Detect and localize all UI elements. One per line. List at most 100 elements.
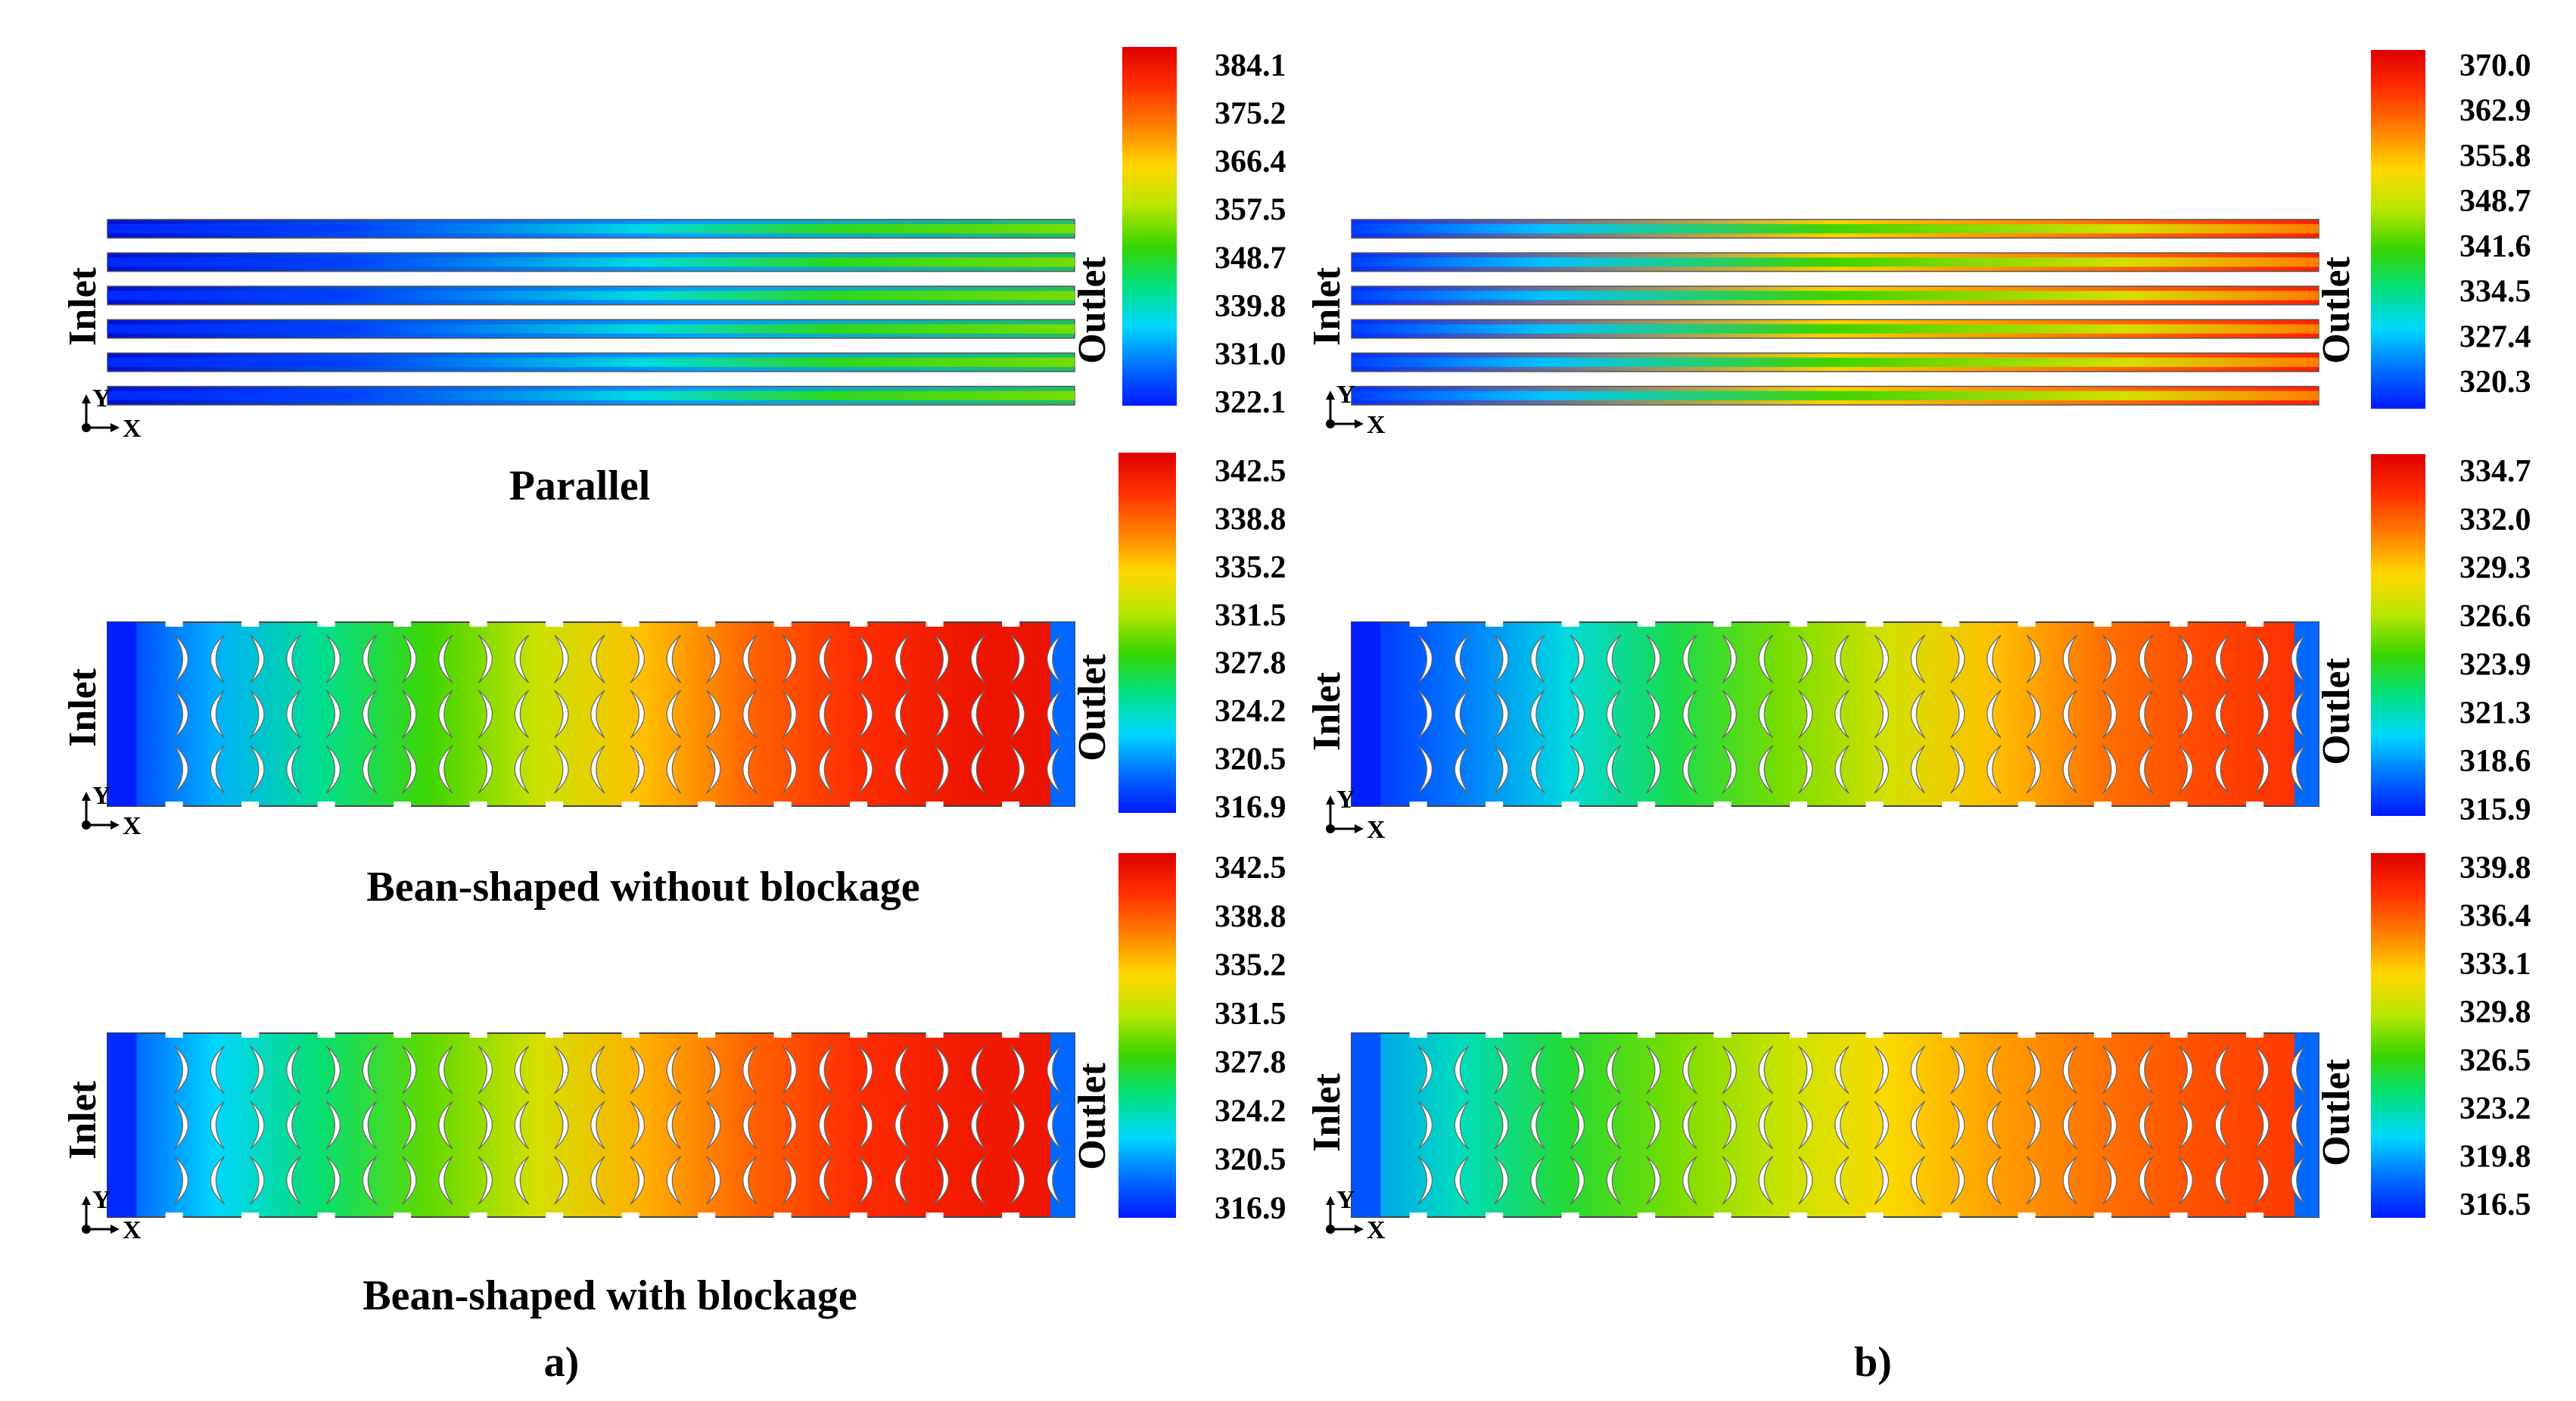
bean-pin: [666, 690, 682, 739]
wall-notch: [1002, 802, 1020, 808]
bean-pin: [1758, 745, 1774, 794]
colorbar-tick-label: 327.4: [2459, 319, 2531, 354]
bean-pin: [2062, 1101, 2078, 1150]
bean-pin: [173, 690, 189, 739]
bean-pin: [362, 1045, 378, 1094]
colorbar-ticks-a-no-blockage: 342.5 338.8 335.2 331.5 327.8 324.2 320.5 316.9: [1215, 454, 1286, 825]
wall-notch: [926, 802, 944, 808]
bean-pin: [818, 634, 834, 683]
wall-notch: [698, 1032, 716, 1038]
bean-pin: [630, 634, 646, 683]
bean-pin: [2026, 1045, 2041, 1094]
bean-pin: [1682, 1156, 1697, 1205]
bean-pin: [1910, 690, 1926, 739]
bean-pin: [514, 690, 530, 739]
bean-pin: [630, 690, 646, 739]
bean-pin: [1570, 634, 1585, 683]
bean-pin: [478, 745, 493, 794]
bean-pin: [1722, 745, 1738, 794]
bean-pin: [1494, 690, 1509, 739]
bean-pin: [1454, 1045, 1470, 1094]
bean-pin: [1010, 690, 1025, 739]
bean-pin: [2178, 690, 2193, 739]
bean-pin: [2026, 745, 2041, 794]
colorbar-tick-label: 332.0: [2459, 503, 2531, 537]
bean-pin: [1494, 745, 1509, 794]
bean-pin: [782, 745, 797, 794]
bean-pin: [250, 690, 265, 739]
wall-notch: [2018, 1213, 2036, 1219]
bean-pin: [514, 1156, 530, 1205]
axis-label-y: Y: [92, 782, 111, 810]
wall-notch: [926, 621, 944, 627]
axis-label-x: X: [1367, 816, 1386, 844]
bean-pin: [554, 745, 569, 794]
bean-pin: [970, 690, 986, 739]
wall-notch: [1865, 802, 1884, 808]
bean-pin: [173, 1156, 189, 1205]
bean-pin: [1682, 1045, 1697, 1094]
bean-pin: [402, 1101, 417, 1150]
colorbar-tick-label: 334.7: [2459, 454, 2531, 489]
wall-notch: [1486, 1213, 1504, 1219]
colorbar-tick-label: 323.9: [2459, 647, 2531, 682]
bean-pin: [1606, 1156, 1622, 1205]
colorbar-ticks-b-parallel: 370.0 362.9 355.8 348.7 341.6 334.5 327.4 320.3: [2459, 48, 2531, 400]
outlet-label: Outlet: [2315, 658, 2358, 765]
bean-pin: [2254, 690, 2270, 739]
bean-pin: [590, 1156, 605, 1205]
wall-notch: [2246, 1213, 2264, 1219]
wall-notch: [621, 1213, 639, 1219]
bean-pin: [1798, 1045, 1813, 1094]
bean-pin: [706, 1045, 721, 1094]
bean-pin: [1758, 690, 1774, 739]
bean-pin: [782, 1101, 797, 1150]
bean-pin: [630, 1045, 646, 1094]
channel-core: [1352, 391, 2319, 400]
colorbar-tick-label: 341.6: [2459, 229, 2531, 264]
bean-pin: [590, 1045, 605, 1094]
bean-pin: [210, 634, 226, 683]
bean-pin: [210, 1156, 226, 1205]
bean-pin: [742, 1156, 758, 1205]
outlet-label: Outlet: [2315, 1059, 2358, 1166]
bean-pin: [1986, 690, 2002, 739]
bean-pin: [402, 1156, 417, 1205]
panel-b-bean-no-blockage: Inlet Outlet YX 334.7 332.0 329.3 326.6 323.…: [1305, 454, 2531, 844]
bean-pin: [1910, 1101, 1926, 1150]
bean-pin: [818, 1101, 834, 1150]
channel-core: [1352, 224, 2319, 234]
bean-pin: [858, 634, 873, 683]
bean-pin: [1682, 745, 1697, 794]
bean-pin: [2254, 1101, 2270, 1150]
bean-pin: [438, 745, 453, 794]
bean-pin: [1570, 745, 1585, 794]
bean-pin: [2062, 1045, 2078, 1094]
panel-a-bean-with-blockage: Inlet Outlet YX 342.5 338.8 335.2 331.5 327.…: [61, 851, 1286, 1319]
wall-notch: [1865, 1032, 1884, 1038]
bean-field-a-with-blockage: [107, 1032, 1075, 1219]
wall-notch: [394, 1213, 412, 1219]
colorbar-ticks-a-with-blockage: 342.5 338.8 335.2 331.5 327.8 324.2 320.5 316.9: [1215, 851, 1286, 1226]
bean-pin: [590, 745, 605, 794]
bean-pin: [1417, 745, 1433, 794]
bean-pin: [1606, 1101, 1622, 1150]
bean-pin: [1874, 634, 1890, 683]
colorbar-ticks-b-with-blockage: 339.8 336.4 333.1 329.8 326.5 323.2 319.8 316.5: [2459, 851, 2531, 1222]
wall-notch: [1561, 1213, 1579, 1219]
bean-pin: [1530, 1045, 1545, 1094]
bean-pin: [1417, 634, 1433, 683]
bean-pin: [858, 1156, 873, 1205]
colorbar-tick-label: 339.8: [1215, 289, 1286, 324]
bean-pin: [782, 634, 797, 683]
wall-notch: [241, 621, 260, 627]
bean-pin: [2102, 1156, 2117, 1205]
colorbar-tick-label: 336.4: [2459, 899, 2531, 934]
wall-notch: [926, 1032, 944, 1038]
bean-pin: [554, 1045, 569, 1094]
bean-pin: [2214, 745, 2230, 794]
bean-pin: [1606, 745, 1622, 794]
bean-pin: [2139, 690, 2154, 739]
bean-pin: [742, 634, 758, 683]
bean-pin: [742, 690, 758, 739]
